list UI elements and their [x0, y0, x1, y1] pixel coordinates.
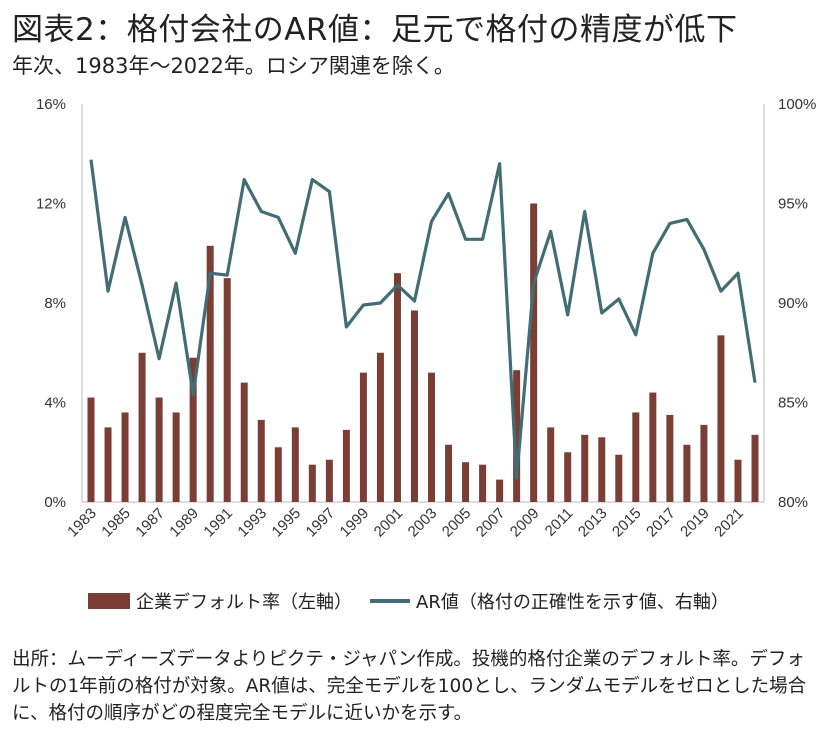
bar-1998 [342, 429, 350, 502]
bar-2022 [751, 434, 759, 502]
x-tick-label: 2015 [609, 505, 645, 541]
x-tick-label: 2001 [371, 505, 407, 541]
chart-subtitle: 年次、1983年～2022年。ロシア関連を除く。 [12, 54, 455, 78]
bar-1984 [104, 427, 112, 502]
bar-2017 [666, 414, 674, 502]
legend-line-label: AR値（格付の正確性を示す値、右軸） [416, 592, 729, 613]
bar-2004 [445, 444, 453, 502]
bar-2016 [649, 392, 657, 502]
ar-line [89, 159, 757, 480]
x-tick-label: 1993 [234, 505, 270, 541]
left-tick-label: 4% [44, 395, 66, 412]
bar-1991 [223, 278, 231, 502]
right-tick-label: 85% [778, 395, 808, 412]
bar-2015 [632, 412, 640, 502]
bar-1993 [257, 419, 265, 502]
x-tick-label: 2019 [677, 505, 713, 541]
x-tick-label: 1985 [98, 505, 134, 541]
source-note: 出所：ムーディーズデータよりピクテ・ジャパン作成。投機的格付企業のデフォルト率。… [12, 649, 807, 724]
bar-2010 [547, 427, 555, 502]
bar-2006 [479, 464, 487, 502]
bar-2019 [700, 424, 708, 502]
x-tick-label: 2009 [507, 505, 543, 541]
x-tick-label: 1995 [269, 505, 305, 541]
x-tick-label: 1991 [200, 505, 236, 541]
bar-1992 [240, 382, 248, 502]
x-tick-label: 1989 [166, 505, 202, 541]
x-tick-label: 2021 [711, 505, 747, 541]
bar-1989 [189, 357, 197, 502]
bar-2014 [615, 454, 623, 502]
bar-2007 [496, 479, 504, 502]
bar-1997 [325, 459, 333, 502]
bar-2020 [717, 335, 725, 502]
bar-2018 [683, 444, 691, 502]
legend-bar-label: 企業デフォルト率（左軸） [136, 592, 352, 613]
right-tick-label: 80% [778, 494, 808, 511]
bar-2005 [462, 462, 470, 502]
legend-line-swatch [370, 599, 410, 603]
bar-1996 [308, 464, 316, 502]
bar-1987 [155, 397, 163, 502]
x-tick-label: 1987 [132, 505, 168, 541]
right-tick-label: 90% [778, 295, 808, 312]
bar-2008 [513, 370, 521, 502]
bar-1988 [172, 412, 180, 502]
bar-1986 [138, 352, 146, 502]
x-tick-label: 1997 [303, 505, 339, 541]
x-tick-label: 2005 [439, 505, 475, 541]
bar-1995 [291, 427, 299, 502]
left-tick-label: 12% [36, 196, 66, 213]
chart: 0% 4% 8% 12% 16% 80% 85% 90% 95% 100% 198319851987… [36, 96, 816, 541]
x-tick-label: 1999 [337, 505, 373, 541]
bar-2002 [410, 310, 418, 502]
bar-1990 [206, 245, 214, 502]
bar-2013 [598, 437, 606, 502]
bar-1985 [121, 412, 129, 502]
bar-1994 [274, 447, 282, 502]
bar-2003 [428, 372, 436, 502]
x-tick-label: 2003 [405, 505, 441, 541]
chart-title: 図表2：格付会社のAR値：足元で格付の精度が低下 [12, 12, 738, 48]
x-tick-label: 2011 [542, 505, 577, 540]
bar-2011 [564, 452, 572, 502]
left-tick-label: 0% [44, 494, 66, 511]
bar-1983 [87, 397, 95, 502]
x-tick-label: 1983 [64, 505, 100, 541]
bar-2001 [393, 273, 401, 502]
bar-2012 [581, 434, 589, 502]
bar-2000 [376, 352, 384, 502]
x-tick-label: 2013 [575, 505, 611, 541]
bar-2009 [530, 203, 538, 502]
x-tick-label: 2017 [643, 505, 679, 541]
legend: 企業デフォルト率（左軸） AR値（格付の正確性を示す値、右軸） [88, 588, 729, 614]
x-tick-label: 2007 [473, 505, 509, 541]
left-tick-label: 16% [36, 96, 66, 113]
bar-1999 [359, 372, 367, 502]
legend-bar-swatch [88, 593, 130, 609]
left-tick-label: 8% [44, 295, 66, 312]
right-tick-label: 95% [778, 196, 808, 213]
bar-2021 [734, 459, 742, 502]
right-tick-label: 100% [778, 96, 816, 113]
